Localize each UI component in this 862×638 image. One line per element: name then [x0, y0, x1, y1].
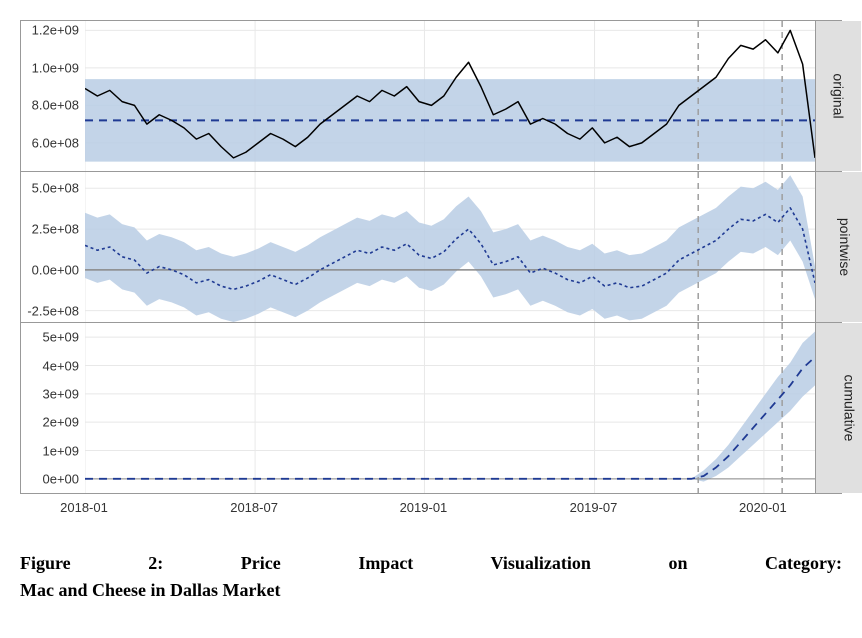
y-axis: -2.5e+08 0.0e+00 2.5e+08 5.0e+08	[21, 172, 85, 322]
panel-strip: pointwise	[815, 172, 862, 322]
x-tick-label: 2019-07	[570, 500, 618, 515]
panel-strip-label: pointwise	[837, 218, 853, 276]
y-tick-label: 1e+09	[42, 443, 79, 458]
plot-area	[85, 323, 815, 493]
panel-strip-label: cumulative	[841, 375, 857, 442]
y-tick-label: 2e+09	[42, 415, 79, 430]
confidence-band	[85, 332, 815, 482]
y-tick-label: 5e+09	[42, 330, 79, 345]
y-axis: 0e+00 1e+09 2e+09 3e+09 4e+09 5e+09	[21, 323, 85, 493]
y-tick-label: 1.0e+09	[32, 60, 79, 75]
panel-strip: original	[815, 21, 861, 171]
y-tick-label: 3e+09	[42, 386, 79, 401]
series-cumulative-effect	[85, 357, 815, 479]
plot-area	[85, 21, 815, 171]
x-axis: 2018-01 2018-07 2019-01 2019-07 2020-01	[20, 494, 842, 522]
y-tick-label: 0.0e+00	[32, 262, 79, 277]
panel-cumulative: 0e+001e+092e+093e+094e+095e+09cumulative	[21, 323, 841, 493]
confidence-band	[85, 175, 815, 322]
y-tick-label: 8.0e+08	[32, 98, 79, 113]
y-tick-label: -2.5e+08	[27, 303, 79, 318]
y-tick-label: 4e+09	[42, 358, 79, 373]
y-tick-label: 5.0e+08	[32, 181, 79, 196]
x-tick-label: 2019-01	[400, 500, 448, 515]
plot-area	[85, 172, 815, 322]
figure-caption: Figure 2: Price Impact Visualization on …	[20, 550, 842, 604]
y-tick-label: 1.2e+09	[32, 23, 79, 38]
figure-container: 6.0e+088.0e+081.0e+091.2e+09original-2.5…	[20, 20, 842, 604]
y-tick-label: 0e+00	[42, 471, 79, 486]
y-axis: 6.0e+08 8.0e+08 1.0e+09 1.2e+09	[21, 21, 85, 171]
y-tick-label: 6.0e+08	[32, 135, 79, 150]
panel-strip: cumulative	[815, 323, 862, 493]
chart-panels: 6.0e+088.0e+081.0e+091.2e+09original-2.5…	[20, 20, 842, 494]
panel-original: 6.0e+088.0e+081.0e+091.2e+09original	[21, 21, 841, 172]
x-tick-label: 2020-01	[739, 500, 787, 515]
y-tick-label: 2.5e+08	[32, 222, 79, 237]
panel-pointwise: -2.5e+080.0e+002.5e+085.0e+08pointwise	[21, 172, 841, 323]
caption-line-2: Mac and Cheese in Dallas Market	[20, 577, 842, 604]
panel-strip-label: original	[831, 73, 847, 118]
caption-line-1: Figure 2: Price Impact Visualization on …	[20, 550, 842, 577]
x-tick-label: 2018-07	[230, 500, 278, 515]
x-tick-label: 2018-01	[60, 500, 108, 515]
